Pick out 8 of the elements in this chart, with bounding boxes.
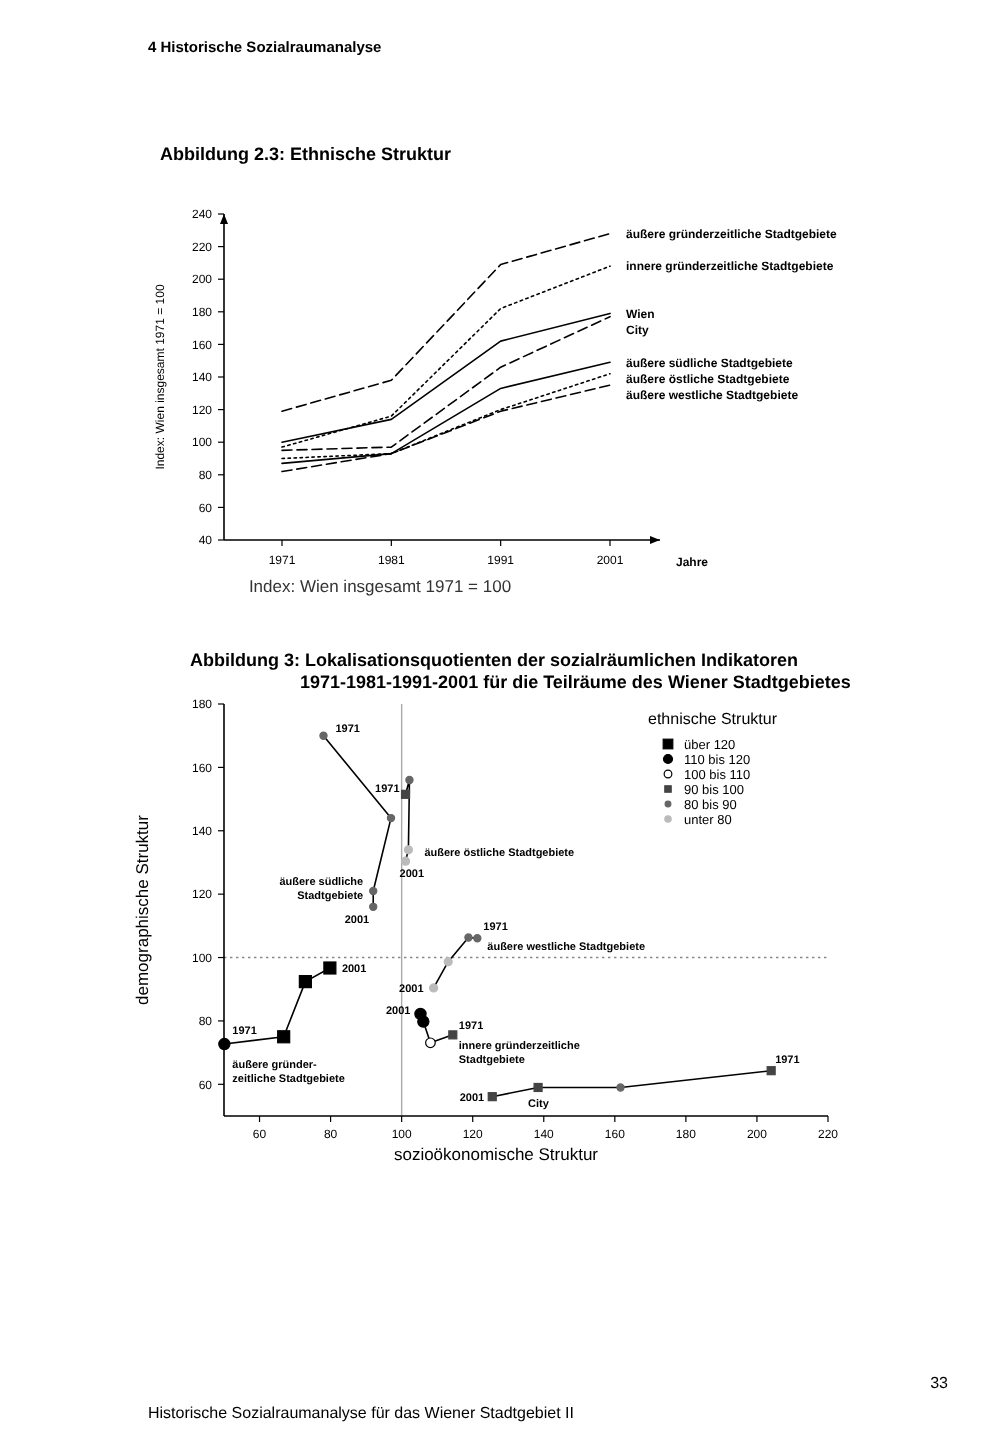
text: 33 bbox=[930, 1374, 950, 1392]
x-axis-title: sozioökonomische Struktur bbox=[393, 1144, 599, 1164]
text: Index: Wien insgesamt 1971 = 100 bbox=[248, 576, 512, 596]
chart-title: Abbildung 2.3: Ethnische Struktur bbox=[160, 144, 453, 164]
y-axis-title: demographische Struktur bbox=[132, 814, 152, 1005]
chart-title: Abbildung 3: Lokalisationsquotienten der sozialräumlichen Indikatoren 1971-1981-1991-2001 für die Teilräume des Wiener Stadtgebietes bbox=[190, 650, 851, 692]
text: Historische Sozialraumanalyse für das Wiener Stadtgebiet II bbox=[148, 1404, 574, 1422]
legend-title: ethnische Struktur bbox=[648, 710, 778, 728]
